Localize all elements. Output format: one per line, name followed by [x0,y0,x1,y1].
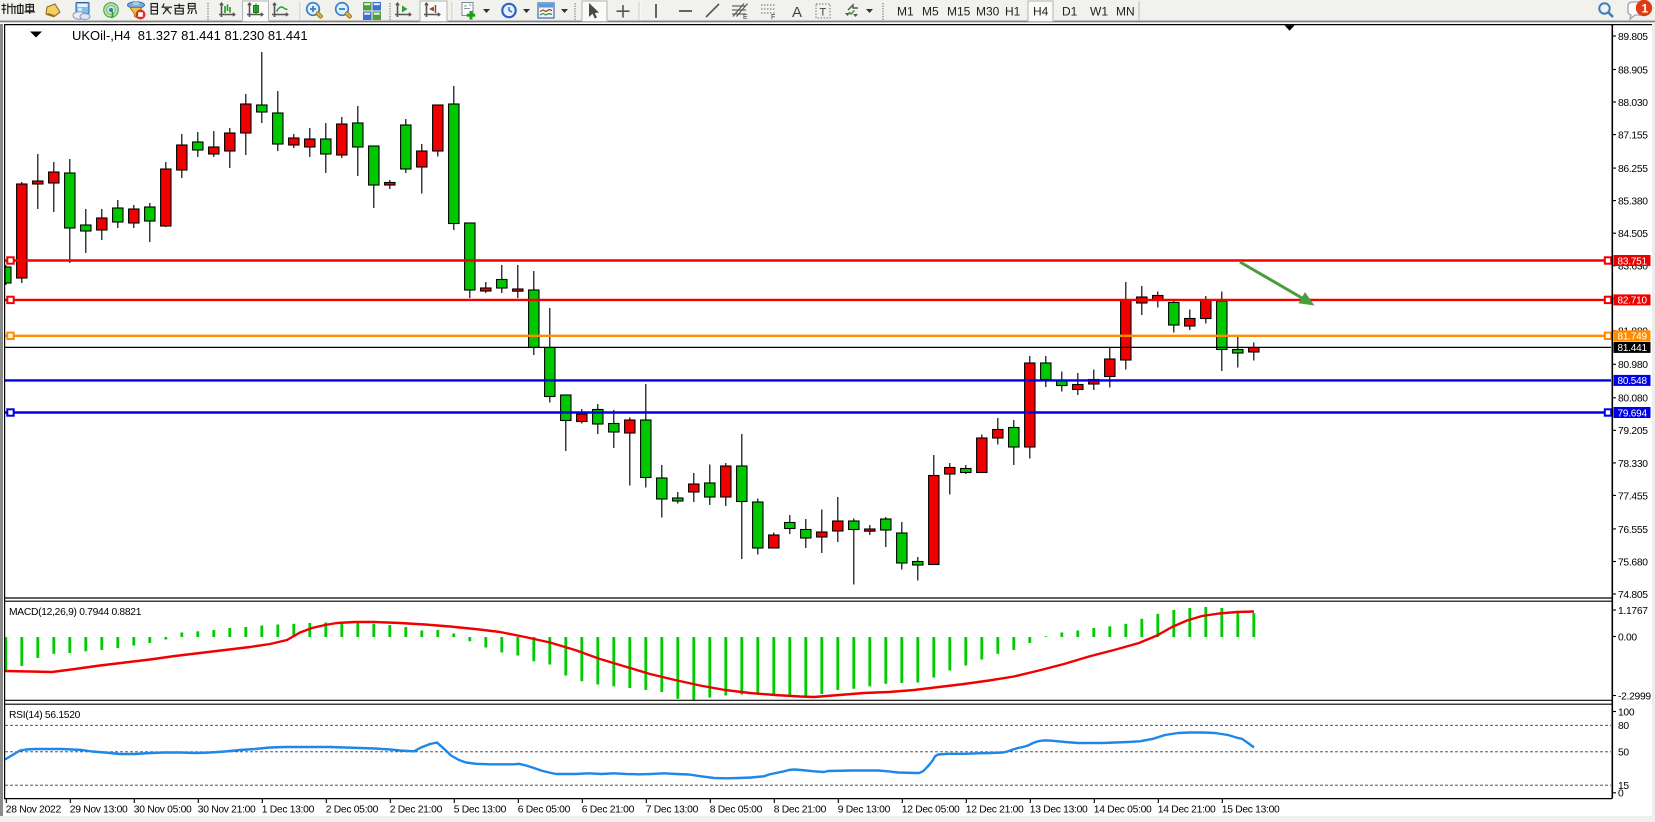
svg-text:30 Nov 21:00: 30 Nov 21:00 [198,805,256,816]
svg-text:79.205: 79.205 [1618,426,1648,437]
svg-text:1.1767: 1.1767 [1618,606,1648,617]
svg-text:M15: M15 [947,5,971,19]
svg-text:6 Dec 05:00: 6 Dec 05:00 [518,805,571,816]
svg-text:A: A [792,4,802,21]
svg-text:29 Nov 13:00: 29 Nov 13:00 [70,805,128,816]
svg-text:80: 80 [1618,721,1629,732]
svg-text:50: 50 [1618,748,1629,759]
svg-text:9 Dec 13:00: 9 Dec 13:00 [838,805,891,816]
svg-text:87.155: 87.155 [1618,131,1648,142]
svg-text:8 Dec 21:00: 8 Dec 21:00 [774,805,827,816]
svg-text:81.749: 81.749 [1618,332,1648,343]
svg-text:30 Nov 05:00: 30 Nov 05:00 [134,805,192,816]
svg-text:80.980: 80.980 [1618,360,1648,371]
svg-text:1: 1 [1642,2,1649,16]
svg-text:2 Dec 05:00: 2 Dec 05:00 [326,805,379,816]
svg-text:84.505: 84.505 [1618,229,1648,240]
svg-text:H4: H4 [1033,5,1049,19]
svg-text:0.00: 0.00 [1618,632,1637,643]
svg-text:28 Nov 2022: 28 Nov 2022 [6,805,62,816]
svg-text:E: E [743,14,748,21]
svg-text:13 Dec 13:00: 13 Dec 13:00 [1030,805,1088,816]
svg-text:8 Dec 05:00: 8 Dec 05:00 [710,805,763,816]
svg-text:79.694: 79.694 [1618,408,1648,419]
svg-text:78.330: 78.330 [1618,459,1648,470]
svg-text:85.380: 85.380 [1618,197,1648,208]
svg-text:1 Dec 13:00: 1 Dec 13:00 [262,805,315,816]
svg-text:89.805: 89.805 [1618,32,1648,43]
svg-text:5 Dec 13:00: 5 Dec 13:00 [454,805,507,816]
svg-text:RSI(14) 56.1520: RSI(14) 56.1520 [9,710,81,721]
svg-text:F: F [771,14,775,21]
svg-text:M1: M1 [897,5,914,19]
svg-text:82.710: 82.710 [1618,296,1648,307]
svg-text:14 Dec 05:00: 14 Dec 05:00 [1094,805,1152,816]
svg-text:81.441: 81.441 [1618,343,1648,354]
svg-text:75.680: 75.680 [1618,557,1648,568]
svg-text:M5: M5 [922,5,939,19]
svg-text:-2.2999: -2.2999 [1618,691,1651,702]
svg-text:14 Dec 21:00: 14 Dec 21:00 [1158,805,1216,816]
svg-text:D1: D1 [1062,5,1078,19]
svg-text:7 Dec 13:00: 7 Dec 13:00 [646,805,699,816]
svg-text:12 Dec 05:00: 12 Dec 05:00 [902,805,960,816]
svg-text:88.030: 88.030 [1618,98,1648,109]
svg-text:77.455: 77.455 [1618,491,1648,502]
svg-text:15: 15 [1618,781,1629,792]
svg-text:15 Dec 13:00: 15 Dec 13:00 [1222,805,1280,816]
svg-text:86.255: 86.255 [1618,164,1648,175]
svg-text:6 Dec 21:00: 6 Dec 21:00 [582,805,635,816]
svg-text:12 Dec 21:00: 12 Dec 21:00 [966,805,1024,816]
svg-text:83.751: 83.751 [1618,256,1648,267]
svg-text:M30: M30 [976,5,1000,19]
svg-text:80.548: 80.548 [1618,376,1648,387]
svg-text:UKOil-,H4 81.327 81.441 81.23: UKOil-,H4 81.327 81.441 81.230 81.441 [72,28,308,43]
svg-text:MACD(12,26,9) 0.7944 0.8821: MACD(12,26,9) 0.7944 0.8821 [9,607,142,618]
svg-text:88.905: 88.905 [1618,65,1648,76]
svg-text:2 Dec 21:00: 2 Dec 21:00 [390,805,443,816]
svg-text:76.555: 76.555 [1618,525,1648,536]
svg-text:80.080: 80.080 [1618,394,1648,405]
svg-text:0: 0 [1618,789,1624,800]
svg-text:W1: W1 [1090,5,1108,19]
svg-text:83.630: 83.630 [1618,262,1648,273]
svg-text:MN: MN [1116,5,1135,19]
svg-text:T: T [820,7,827,19]
svg-text:100: 100 [1618,707,1635,718]
svg-text:H1: H1 [1005,5,1021,19]
svg-text:74.805: 74.805 [1618,590,1648,601]
